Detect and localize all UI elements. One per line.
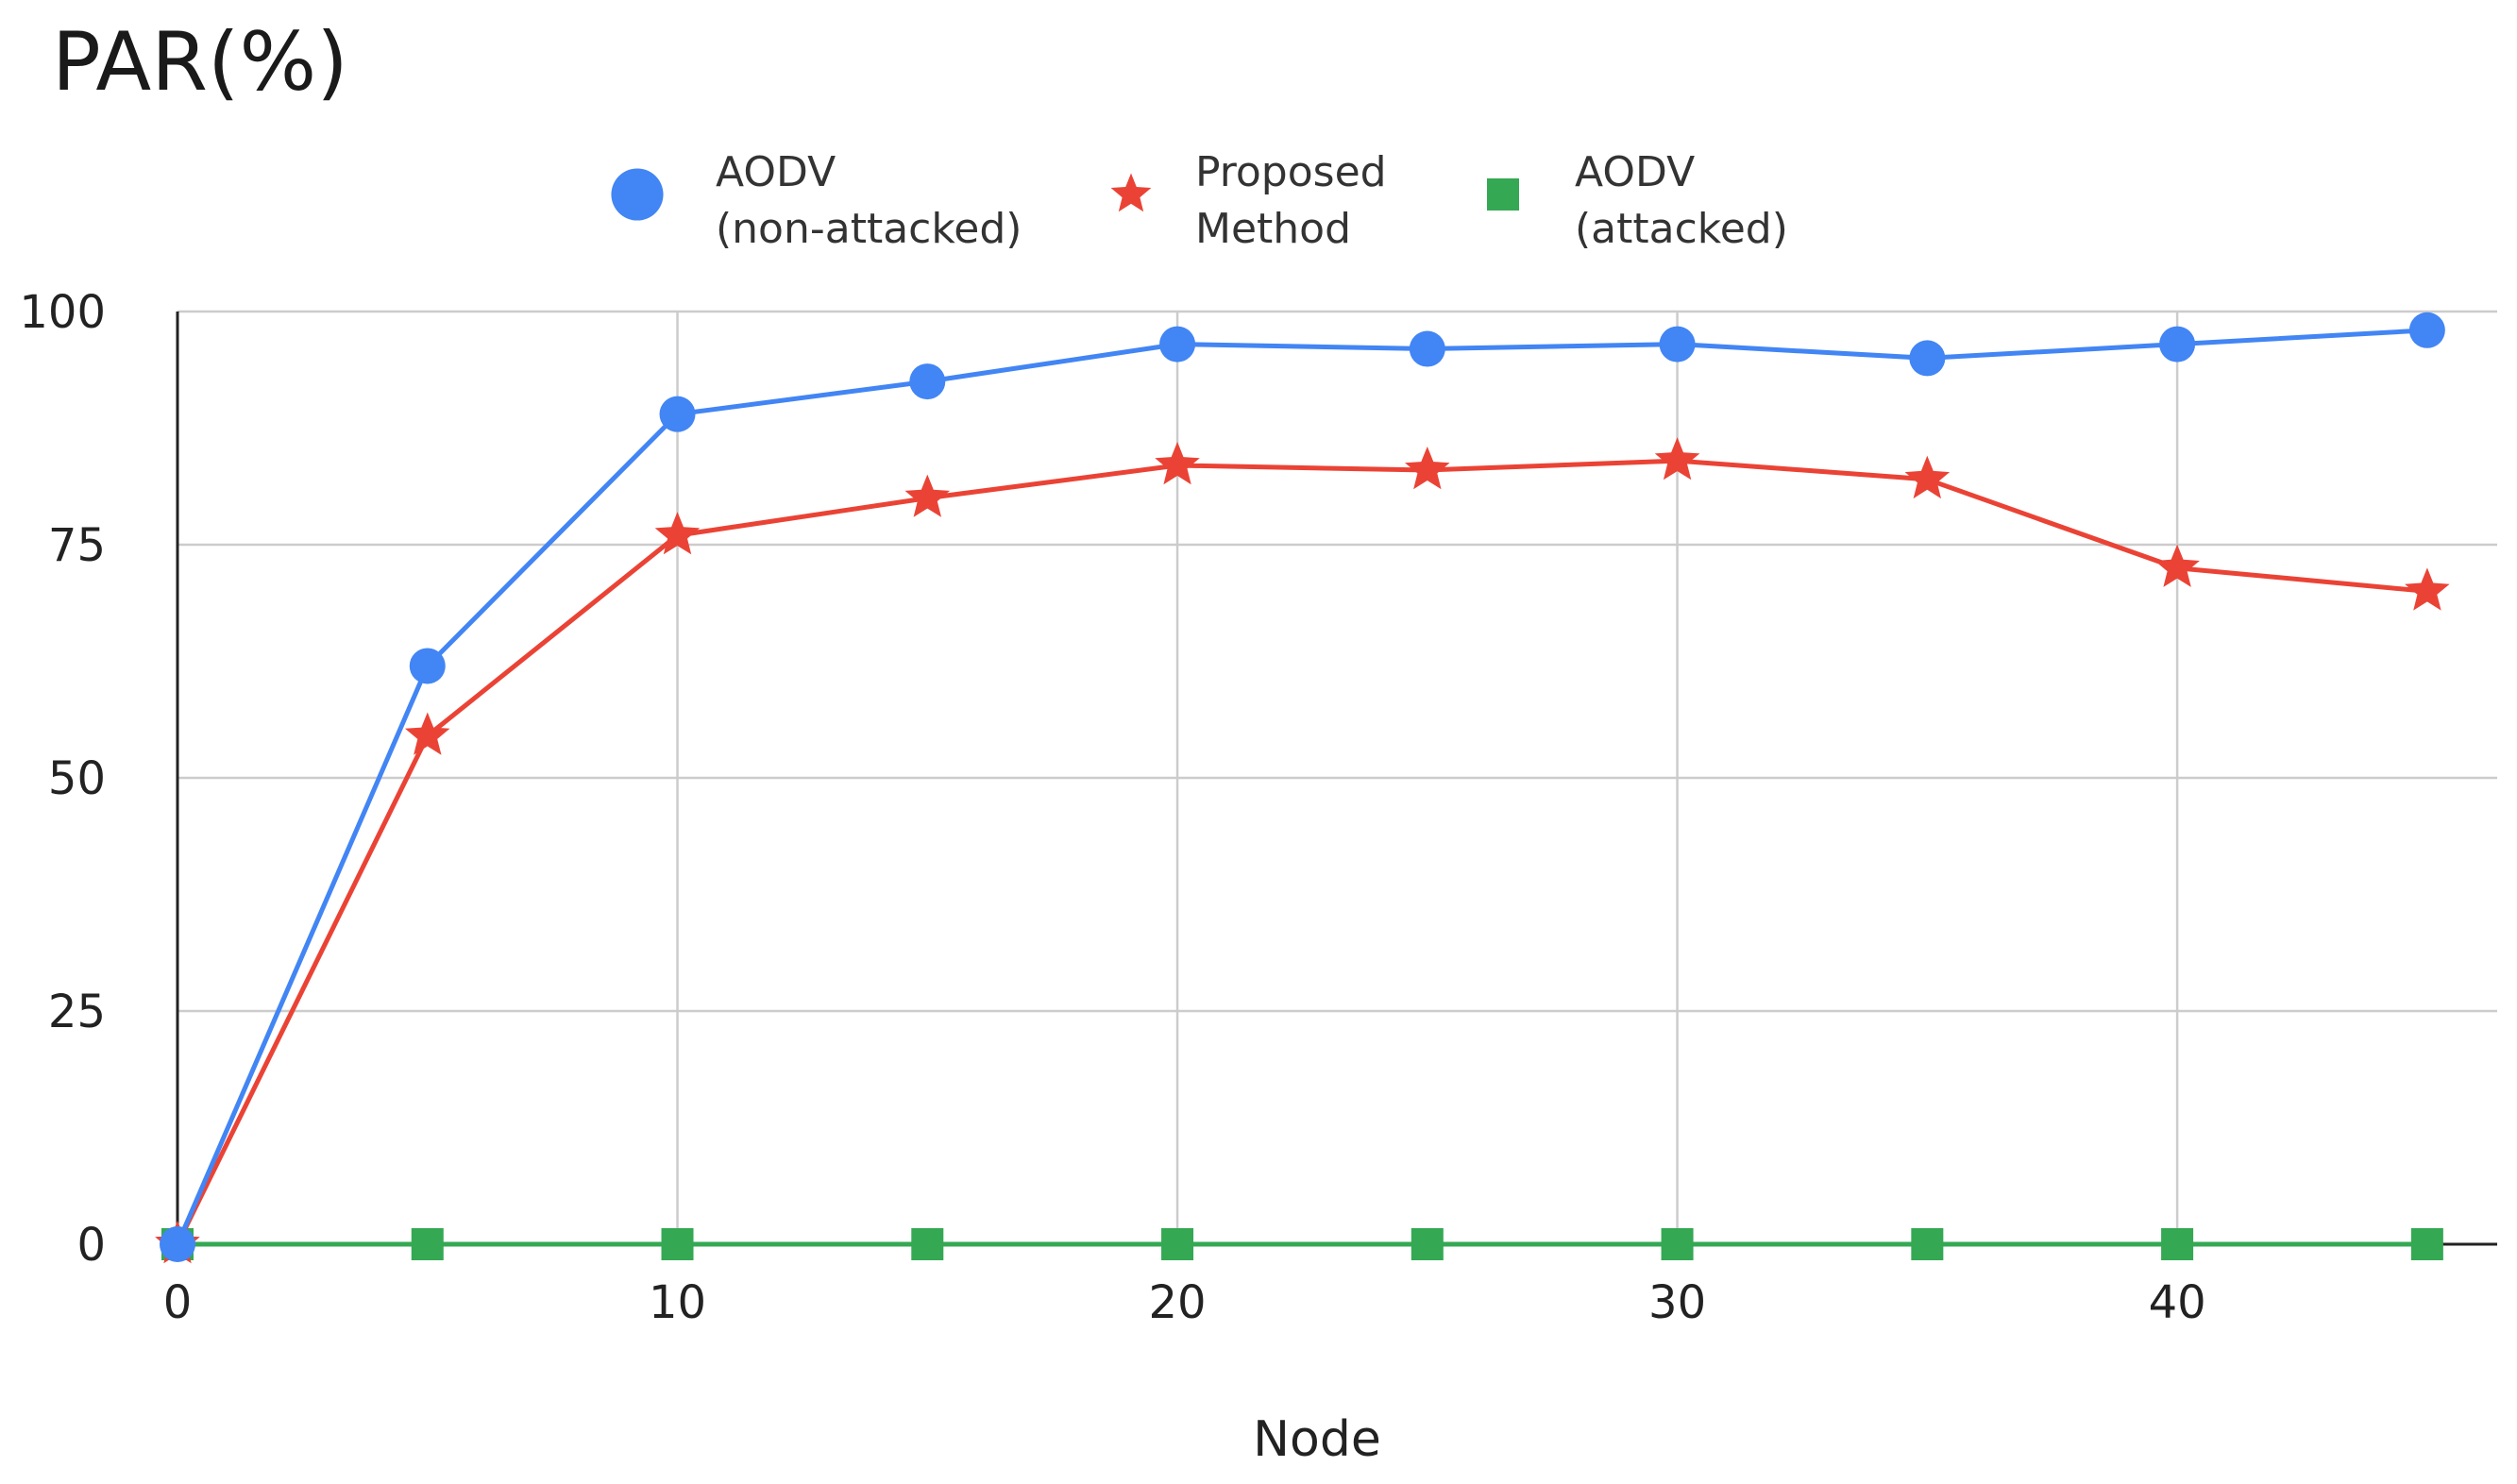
data-point-aodv-non-attacked-20: [1159, 326, 1196, 363]
data-point-aodv-attacked-10: [661, 1228, 694, 1260]
chart-title: PAR(%): [52, 15, 348, 110]
legend-label-aodv-attacked-line1: AODV: [1575, 148, 1695, 196]
data-point-aodv-attacked-30: [1661, 1228, 1694, 1260]
data-point-aodv-attacked-20: [1161, 1228, 1194, 1260]
data-point-proposed-method-35: [1904, 455, 1951, 499]
legend-item-aodv-non-attacked: AODV (non-attacked): [611, 148, 1022, 253]
legend-marker-aodv-attacked: [1487, 178, 1519, 211]
legend-label-aodv-attacked-line2: (attacked): [1575, 205, 1788, 253]
data-point-aodv-attacked-25: [1411, 1228, 1444, 1260]
gridlines: [177, 310, 2497, 1244]
data-point-proposed-method-20: [1155, 442, 1200, 485]
data-point-aodv-non-attacked-40: [2159, 326, 2196, 363]
y-tick-label-100: 100: [19, 286, 106, 339]
legend-label-proposed-method-line2: Method: [1195, 205, 1351, 253]
x-axis-ticks: 0 10 20 30 40: [163, 1276, 2206, 1329]
series-aodv-non-attacked: [160, 312, 2445, 1262]
legend-label-aodv-non-attacked-line2: (non-attacked): [716, 205, 1022, 253]
data-point-aodv-non-attacked-35: [1909, 340, 1946, 377]
data-point-aodv-attacked-5: [411, 1228, 444, 1260]
y-axis-ticks: 0 25 50 75 100: [19, 286, 106, 1272]
x-tick-label-20: 20: [1149, 1276, 1207, 1329]
x-tick-label-0: 0: [163, 1276, 193, 1329]
legend-item-proposed-method: Proposed Method: [1110, 148, 1387, 253]
legend: AODV (non-attacked) Proposed Method AODV (att…: [611, 148, 1788, 253]
data-point-aodv-attacked-15: [911, 1228, 944, 1260]
y-tick-label-25: 25: [48, 986, 106, 1038]
data-point-aodv-non-attacked-10: [659, 396, 696, 432]
data-point-aodv-non-attacked-5: [409, 648, 446, 684]
data-point-proposed-method-40: [2154, 544, 2200, 587]
data-point-aodv-non-attacked-15: [909, 363, 946, 400]
data-point-aodv-non-attacked-45: [2408, 312, 2445, 348]
x-tick-label-30: 30: [1648, 1276, 1706, 1329]
legend-marker-proposed-method: [1110, 173, 1152, 212]
data-point-aodv-attacked-45: [2410, 1228, 2443, 1260]
data-point-aodv-non-attacked-25: [1409, 330, 1445, 367]
legend-marker-aodv-non-attacked: [611, 168, 664, 221]
data-point-proposed-method-15: [904, 474, 951, 517]
series-line-proposed-method: [175, 458, 2428, 1246]
data-point-proposed-method-30: [1654, 437, 1700, 481]
x-tick-label-10: 10: [649, 1276, 706, 1329]
data-point-proposed-method-10: [654, 512, 701, 555]
data-point-aodv-attacked-40: [2161, 1228, 2194, 1260]
legend-label-proposed-method-line1: Proposed: [1195, 148, 1387, 196]
data-point-aodv-non-attacked-0: [160, 1226, 195, 1262]
legend-item-aodv-attacked: AODV (attacked): [1487, 148, 1788, 253]
series-line-aodv-non-attacked: [175, 328, 2428, 1245]
data-point-proposed-method-45: [2405, 567, 2450, 611]
y-tick-label-75: 75: [48, 519, 106, 572]
series-aodv-attacked: [161, 1228, 2443, 1260]
y-tick-label-50: 50: [48, 752, 106, 805]
series-proposed-method: [155, 437, 2450, 1264]
y-tick-label-0: 0: [76, 1219, 106, 1272]
x-axis-label: Node: [1253, 1411, 1381, 1468]
data-point-aodv-non-attacked-30: [1659, 326, 1696, 363]
legend-label-aodv-non-attacked-line1: AODV: [716, 148, 836, 196]
x-tick-label-40: 40: [2149, 1276, 2206, 1329]
series-layer: [155, 312, 2450, 1264]
data-point-proposed-method-5: [405, 712, 450, 755]
data-point-aodv-attacked-35: [1911, 1228, 1944, 1260]
data-point-proposed-method-25: [1405, 447, 1450, 490]
